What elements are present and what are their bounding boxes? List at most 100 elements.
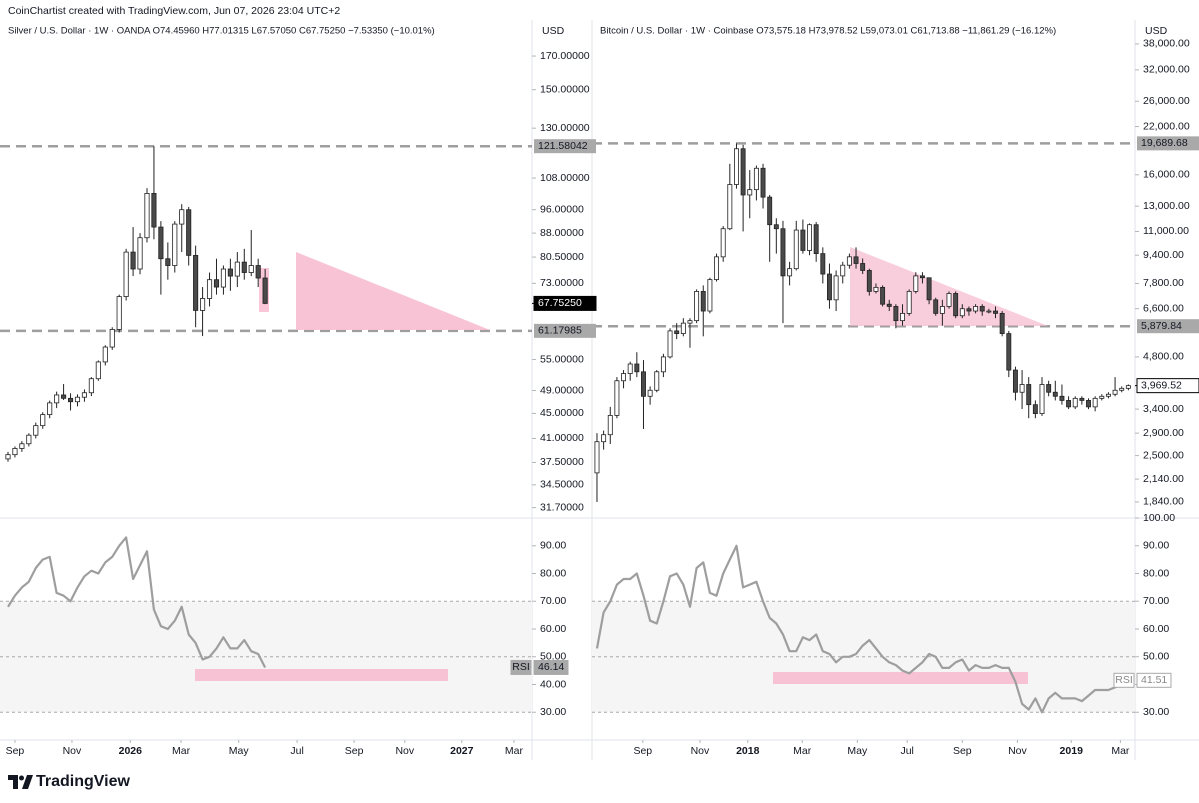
y-tick-label: 1,840.00 <box>1143 496 1184 508</box>
x-tick-label: May <box>847 745 868 757</box>
candle-body <box>727 184 733 230</box>
y-tick-label: 130.00000 <box>540 122 590 134</box>
candle-body <box>740 148 746 196</box>
level-label-box <box>1137 136 1199 151</box>
x-tick-label: 2026 <box>119 745 143 757</box>
candle-body <box>647 389 653 397</box>
triangle-drawing <box>296 252 490 330</box>
candle-body <box>687 320 693 324</box>
candle-body <box>707 279 713 312</box>
candle-body <box>747 189 753 196</box>
rsi-line <box>595 544 1129 714</box>
candle-body <box>900 312 905 322</box>
logo-icon <box>19 775 24 781</box>
candle-body <box>1119 387 1125 391</box>
currency-label: USD <box>542 25 565 37</box>
chart-title: Silver / U.S. Dollar · 1W · OANDA O74.45… <box>8 26 435 37</box>
x-tick-label: Mar <box>172 745 191 757</box>
rsi-y-tick-label: 30.00 <box>540 706 566 718</box>
rsi-name: RSI <box>512 661 530 673</box>
candle-body <box>641 371 646 397</box>
candle-body <box>906 291 912 314</box>
rsi-value-label: 46.14 <box>538 661 564 673</box>
candle-body <box>255 265 261 279</box>
y-tick-label: 3,400.00 <box>1143 403 1184 415</box>
rsi-y-tick-label: 80.00 <box>1143 567 1169 579</box>
y-tick-label: 7,800.00 <box>1143 277 1184 289</box>
candle-body <box>860 263 866 271</box>
logo-icon <box>8 775 18 789</box>
candle-body <box>913 275 919 292</box>
candle-body <box>1092 397 1098 408</box>
candle-body <box>40 414 46 427</box>
attribution: CoinChartist created with TradingView.co… <box>8 5 340 17</box>
candle-body <box>833 275 839 301</box>
level-label-box <box>534 139 596 154</box>
candle-body <box>1032 404 1038 414</box>
brand-logo: TradingView <box>8 773 131 790</box>
candle-body <box>116 296 122 330</box>
y-tick-label: 88.00000 <box>540 227 584 239</box>
candle-body <box>826 273 832 301</box>
candle-body <box>793 229 799 270</box>
brand: TradingView <box>36 773 131 790</box>
x-tick-label: 2019 <box>1060 745 1084 757</box>
x-tick-label: Jul <box>290 745 303 757</box>
candle-body <box>33 425 39 436</box>
candle-body <box>694 291 700 322</box>
candle-body <box>165 258 171 266</box>
y-tick-label: 55.00000 <box>540 353 584 365</box>
candle-body <box>158 226 164 260</box>
y-tick-label: 96.00000 <box>540 203 584 215</box>
candle-body <box>813 224 819 255</box>
y-tick-label: 37.50000 <box>540 456 584 468</box>
candle-body <box>19 443 25 449</box>
candle-body <box>919 275 925 279</box>
candle-body <box>179 209 185 225</box>
candle-body <box>966 308 972 312</box>
rsi-y-tick-label: 50.00 <box>540 651 566 663</box>
candle-body <box>172 223 178 266</box>
x-tick-label: May <box>229 745 250 757</box>
candle-body <box>1066 400 1072 408</box>
rsi-y-tick-label: 50.00 <box>1143 651 1169 663</box>
y-tick-label: 31.70000 <box>540 501 584 513</box>
y-tick-label: 108.00000 <box>540 172 590 184</box>
candle-body <box>800 229 806 251</box>
rsi-value-label: 41.51 <box>1141 674 1167 686</box>
x-tick-label: 2027 <box>450 745 474 757</box>
candle-body <box>734 148 739 185</box>
candle-body <box>999 312 1005 334</box>
candle-body <box>846 256 852 266</box>
x-tick-label: Nov <box>395 745 414 757</box>
candle-body <box>760 167 766 198</box>
candle-body <box>607 415 613 436</box>
candle-body <box>109 329 115 348</box>
candle-body <box>627 363 633 374</box>
y-tick-label: 6,600.00 <box>1143 303 1184 315</box>
rsi-y-tick-label: 60.00 <box>540 623 566 635</box>
y-tick-label: 16,000.00 <box>1143 169 1190 181</box>
y-tick-label: 170.00000 <box>540 50 590 62</box>
candle-body <box>234 261 240 277</box>
logo-icon <box>22 775 33 789</box>
candle-body <box>12 448 18 456</box>
last-price-label: 67.75250 <box>538 297 582 309</box>
candle-body <box>880 286 886 305</box>
candle-body <box>88 378 94 394</box>
candle-body <box>953 293 959 317</box>
candle-body <box>130 251 136 270</box>
candle-body <box>753 167 759 191</box>
annotations <box>195 247 1048 684</box>
candle-body <box>667 330 673 358</box>
candle-body <box>674 330 680 334</box>
x-tick-label: Sep <box>6 745 25 757</box>
rsi-y-tick-label: 60.00 <box>1143 623 1169 635</box>
candle-body <box>926 277 932 301</box>
rsi-y-tick-label: 80.00 <box>540 567 566 579</box>
candle-body <box>1072 397 1078 408</box>
candle-body <box>853 256 859 264</box>
candle-body <box>993 310 998 314</box>
